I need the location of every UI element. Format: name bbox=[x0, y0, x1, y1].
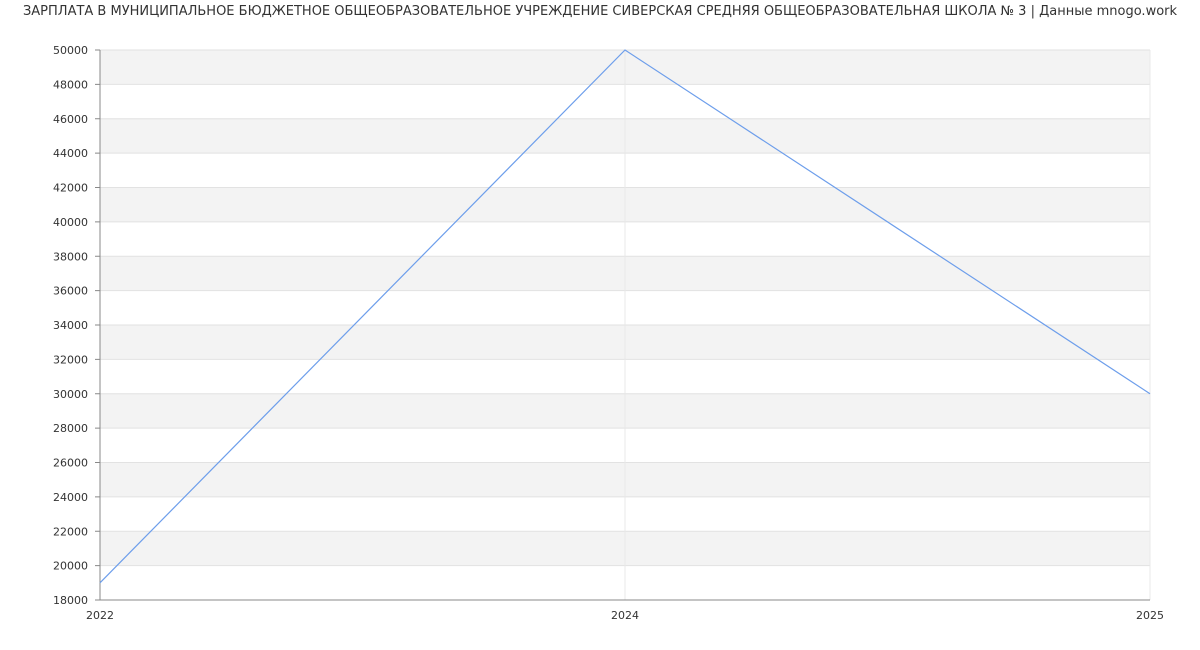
y-tick-label: 42000 bbox=[53, 182, 88, 195]
y-tick-label: 46000 bbox=[53, 113, 88, 126]
y-tick-label: 26000 bbox=[53, 457, 88, 470]
x-tick-label: 2022 bbox=[86, 609, 114, 622]
y-tick-label: 28000 bbox=[53, 422, 88, 435]
y-tick-label: 36000 bbox=[53, 285, 88, 298]
y-tick-label: 30000 bbox=[53, 388, 88, 401]
chart-title: ЗАРПЛАТА В МУНИЦИПАЛЬНОЕ БЮДЖЕТНОЕ ОБЩЕО… bbox=[22, 4, 1178, 19]
y-tick-label: 20000 bbox=[53, 560, 88, 573]
y-tick-label: 44000 bbox=[53, 147, 88, 160]
y-tick-label: 24000 bbox=[53, 491, 88, 504]
y-tick-label: 40000 bbox=[53, 216, 88, 229]
y-tick-label: 48000 bbox=[53, 78, 88, 91]
y-tick-label: 50000 bbox=[53, 44, 88, 57]
y-tick-label: 38000 bbox=[53, 250, 88, 263]
x-tick-label: 2025 bbox=[1136, 609, 1164, 622]
y-tick-label: 22000 bbox=[53, 525, 88, 538]
y-tick-label: 34000 bbox=[53, 319, 88, 332]
y-tick-label: 18000 bbox=[53, 594, 88, 607]
x-tick-label: 2024 bbox=[611, 609, 639, 622]
y-tick-label: 32000 bbox=[53, 353, 88, 366]
